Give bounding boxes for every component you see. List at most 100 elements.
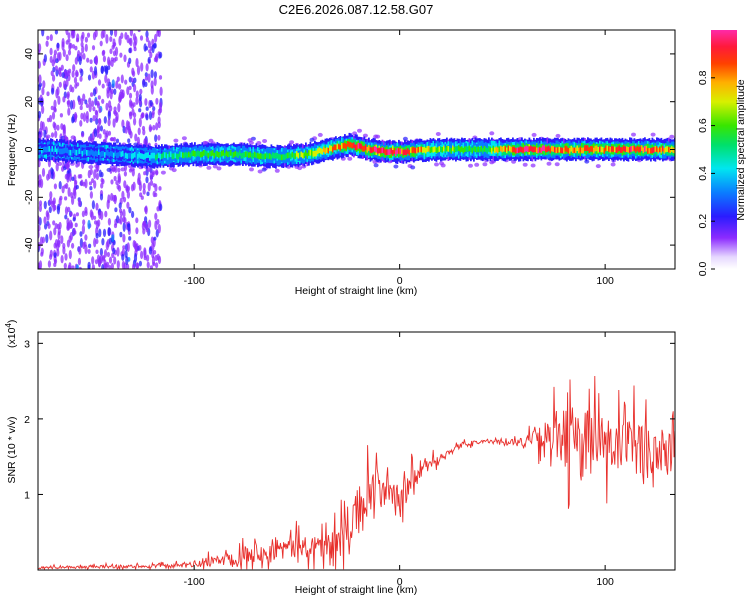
- x-tick-label: 0: [397, 275, 403, 287]
- ridge-cell: [588, 147, 591, 153]
- noise-cell: [149, 51, 153, 59]
- halo-cell: [375, 134, 381, 139]
- ridge-cell: [60, 148, 63, 155]
- ridge-cell: [129, 152, 132, 159]
- ridge-cell: [456, 145, 459, 152]
- noise-cell: [53, 204, 57, 211]
- ridge-cell: [498, 146, 501, 153]
- ridge-cell: [479, 147, 481, 153]
- ridge-cell: [548, 145, 550, 152]
- noise-cell: [79, 174, 83, 179]
- noise-cell: [128, 206, 132, 214]
- noise-cell: [38, 179, 42, 188]
- ridge-cell: [164, 152, 166, 158]
- ridge-cell: [668, 146, 670, 153]
- ridge-cell: [521, 146, 523, 153]
- ridge-cell: [98, 149, 100, 155]
- noise-cell: [49, 191, 53, 199]
- ridge-cell: [483, 145, 486, 152]
- noise-cell: [41, 87, 45, 96]
- noise-cell: [38, 84, 42, 91]
- ridge-cell: [131, 153, 133, 160]
- ridge-cell: [654, 146, 657, 152]
- noise-cell: [154, 212, 158, 220]
- noise-cell: [101, 264, 105, 269]
- halo-cell: [109, 137, 115, 142]
- halo-cell: [297, 166, 303, 171]
- ridge-cell: [336, 143, 339, 150]
- noise-cell: [100, 65, 104, 75]
- halo-cell: [262, 139, 268, 143]
- ridge-cell: [320, 148, 322, 154]
- noise-cell: [86, 32, 91, 38]
- noise-cell: [106, 261, 110, 268]
- noise-cell: [66, 222, 70, 230]
- ridge-cell: [207, 152, 210, 159]
- noise-cell: [113, 223, 118, 229]
- x-tick-label: 0: [397, 576, 403, 588]
- ridge-cell: [323, 146, 325, 153]
- ridge-cell: [365, 144, 367, 151]
- ridge-cell: [153, 152, 156, 159]
- ridge-cell: [221, 150, 223, 157]
- noise-cell: [147, 40, 151, 49]
- noise-cell: [91, 200, 95, 210]
- ridge-cell: [423, 146, 426, 153]
- noise-cell: [80, 68, 84, 77]
- noise-cell: [101, 98, 105, 104]
- noise-cell: [69, 100, 74, 110]
- noise-cell: [116, 247, 120, 257]
- ridge-cell: [438, 146, 441, 152]
- halo-cell: [434, 162, 439, 167]
- noise-cell: [126, 242, 130, 253]
- halo-cell: [94, 164, 100, 169]
- ridge-cell: [114, 150, 117, 157]
- noise-cell: [112, 38, 116, 48]
- halo-cell: [468, 163, 473, 168]
- noise-cell: [129, 30, 133, 37]
- noise-cell: [146, 191, 150, 197]
- noise-cell: [109, 48, 113, 55]
- snr-multiplier-close: ): [6, 320, 18, 324]
- noise-cell: [147, 182, 151, 192]
- ridge-cell: [405, 149, 408, 156]
- colorbar-tick-label: 0.2: [697, 214, 709, 229]
- ridge-cell: [123, 153, 126, 159]
- noise-cell: [129, 37, 133, 47]
- ridge-cell: [648, 147, 651, 154]
- noise-cell: [131, 67, 135, 76]
- halo-cell: [373, 163, 379, 168]
- noise-cell: [118, 83, 122, 90]
- ridge-cell: [408, 149, 411, 156]
- ridge-cell: [357, 142, 360, 149]
- ridge-cell: [617, 146, 619, 153]
- ridge-cell: [77, 149, 79, 156]
- noise-cell: [98, 228, 102, 238]
- y-tick-label: 0: [23, 146, 35, 152]
- ridge-cell: [656, 146, 658, 152]
- ridge-cell: [84, 148, 87, 155]
- noise-cell: [135, 227, 139, 235]
- ridge-cell: [71, 150, 73, 156]
- halo-cell: [247, 138, 253, 143]
- noise-cell: [143, 249, 147, 259]
- ridge-cell: [237, 152, 240, 158]
- ridge-cell: [144, 153, 147, 159]
- ridge-cell: [42, 147, 45, 153]
- noise-cell: [149, 100, 153, 107]
- ridge-cell: [203, 150, 205, 156]
- noise-cell: [57, 203, 61, 211]
- noise-cell: [137, 30, 141, 33]
- ridge-cell: [86, 150, 88, 156]
- noise-cell: [115, 138, 120, 144]
- noise-cell: [128, 76, 132, 83]
- noise-cell: [67, 206, 71, 213]
- noise-cell: [54, 65, 59, 71]
- ridge-cell: [270, 154, 273, 161]
- noise-cell: [52, 74, 56, 82]
- noise-cell: [121, 92, 125, 99]
- ridge-cell: [104, 152, 106, 158]
- noise-cell: [47, 260, 52, 268]
- ridge-cell: [236, 151, 238, 158]
- ridge-cell: [243, 151, 246, 158]
